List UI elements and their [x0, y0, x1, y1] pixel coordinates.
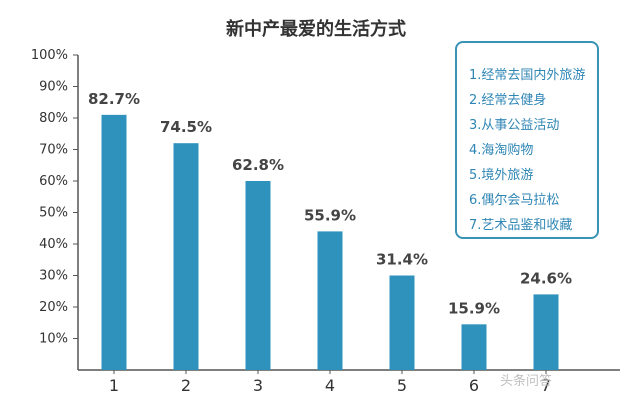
data-label: 74.5%: [160, 118, 212, 136]
x-tick-label: 5: [397, 376, 407, 395]
y-tick-label: 20%: [39, 300, 68, 315]
bars: [101, 114, 559, 370]
legend-item: 3.从事公益活动: [469, 118, 560, 133]
data-label: 24.6%: [520, 269, 572, 287]
x-tick-label: 1: [109, 376, 119, 395]
data-label: 55.9%: [304, 206, 356, 224]
legend-item: 6.偶尔会马拉松: [469, 193, 560, 208]
bar: [245, 181, 271, 370]
chart-title: 新中产最爱的生活方式: [226, 18, 406, 40]
watermark: 头条问答: [500, 374, 553, 389]
y-axis-ticks: 10% 20% 30% 40% 50% 60% 70% 80% 90% 100%: [31, 48, 78, 347]
x-tick-label: 4: [325, 376, 335, 395]
bar: [461, 324, 487, 370]
x-axis-ticks: 1 2 3 4 5 6 7: [109, 370, 551, 395]
y-tick-label: 80%: [39, 111, 68, 126]
data-label: 15.9%: [448, 299, 500, 317]
y-tick-label: 60%: [39, 174, 68, 189]
x-tick-label: 2: [181, 376, 191, 395]
bar: [533, 294, 559, 370]
data-label: 31.4%: [376, 251, 428, 269]
y-tick-label: 10%: [39, 332, 68, 347]
data-labels: 82.7% 74.5% 62.8% 55.9% 31.4% 15.9% 24.6%: [88, 90, 572, 317]
bar: [317, 231, 343, 370]
y-tick-label: 90%: [39, 80, 68, 95]
y-tick-label: 100%: [31, 48, 68, 63]
data-label: 82.7%: [88, 90, 140, 108]
legend-item: 1.经常去国内外旅游: [469, 68, 586, 83]
x-tick-label: 7: [541, 376, 551, 395]
x-tick-label: 3: [253, 376, 263, 395]
y-tick-label: 70%: [39, 143, 68, 158]
x-tick-label: 6: [469, 376, 479, 395]
bar: [101, 114, 127, 370]
y-tick-label: 30%: [39, 269, 68, 284]
legend-item: 7.艺术品鉴和收藏: [469, 218, 573, 233]
data-label: 62.8%: [232, 156, 284, 174]
y-tick-label: 40%: [39, 237, 68, 252]
y-tick-label: 50%: [39, 206, 68, 221]
legend-item: 2.经常去健身: [469, 93, 547, 108]
legend-item: 4.海淘购物: [469, 143, 534, 158]
legend-item: 5.境外旅游: [469, 168, 534, 183]
bar: [389, 275, 415, 370]
bar: [173, 143, 199, 370]
legend: 1.经常去国内外旅游 2.经常去健身 3.从事公益活动 4.海淘购物 5.境外旅…: [455, 41, 599, 239]
